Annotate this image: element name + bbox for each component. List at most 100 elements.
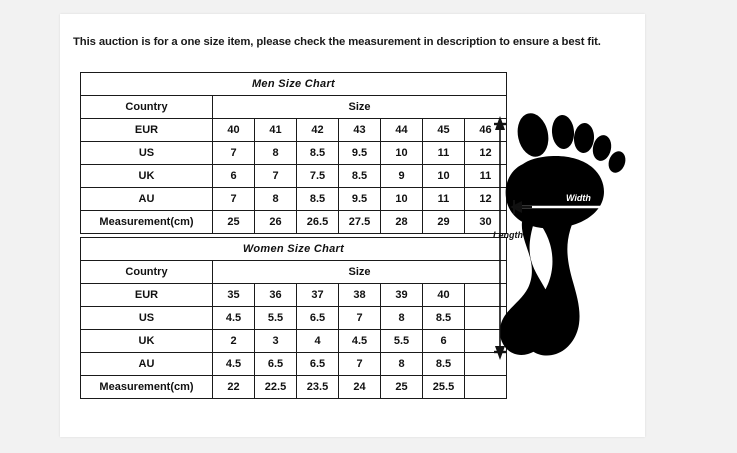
- table-cell: 6: [212, 164, 255, 188]
- table-row: AU 7 8 8.5 9.5 10 11 12: [80, 187, 507, 211]
- table-cell: 26: [254, 210, 297, 234]
- content-card: This auction is for a one size item, ple…: [60, 14, 645, 437]
- header-note: This auction is for a one size item, ple…: [73, 36, 601, 48]
- men-size-header: Size: [212, 95, 507, 119]
- row-label: Measurement(cm): [80, 375, 213, 399]
- table-cell: 42: [296, 118, 339, 142]
- table-cell: 35: [212, 283, 255, 307]
- width-arrow-icon: [510, 200, 618, 214]
- table-cell: 10: [422, 164, 465, 188]
- table-cell: 3: [254, 329, 297, 353]
- table-cell: 7: [212, 187, 255, 211]
- table-cell: 41: [254, 118, 297, 142]
- table-cell: 22: [212, 375, 255, 399]
- table-cell: 26.5: [296, 210, 339, 234]
- table-row: UK 2 3 4 4.5 5.5 6: [80, 329, 507, 353]
- table-cell: 4.5: [212, 352, 255, 376]
- table-cell: 22.5: [254, 375, 297, 399]
- table-cell: 9.5: [338, 141, 381, 165]
- women-chart-title: Women Size Chart: [80, 237, 507, 261]
- table-cell: 24: [338, 375, 381, 399]
- table-cell: 7: [338, 352, 381, 376]
- table-cell: 4: [296, 329, 339, 353]
- table-cell: 7: [338, 306, 381, 330]
- row-label: Measurement(cm): [80, 210, 213, 234]
- table-cell: 5.5: [380, 329, 423, 353]
- table-cell: 23.5: [296, 375, 339, 399]
- women-country-header: Country: [80, 260, 213, 284]
- foot-measurement-diagram: Length Width: [490, 102, 640, 374]
- length-label: Length: [493, 230, 523, 240]
- table-cell: 7: [254, 164, 297, 188]
- table-cell: 6.5: [296, 352, 339, 376]
- foot-silhouette-icon: [499, 113, 626, 356]
- table-cell: 6.5: [254, 352, 297, 376]
- table-cell: 37: [296, 283, 339, 307]
- table-cell: 8: [380, 306, 423, 330]
- men-country-header: Country: [80, 95, 213, 119]
- width-label: Width: [566, 193, 591, 203]
- table-cell: 8: [254, 187, 297, 211]
- men-chart-title: Men Size Chart: [80, 72, 507, 96]
- table-cell-empty: [464, 375, 507, 399]
- table-cell: 7.5: [296, 164, 339, 188]
- table-cell: 6.5: [296, 306, 339, 330]
- table-cell: 36: [254, 283, 297, 307]
- men-size-chart-table: Men Size Chart Country Size EUR 40 41 42…: [80, 72, 507, 234]
- table-cell: 11: [422, 141, 465, 165]
- table-cell: 44: [380, 118, 423, 142]
- table-row: US 4.5 5.5 6.5 7 8 8.5: [80, 306, 507, 330]
- table-cell: 10: [380, 141, 423, 165]
- table-cell: 2: [212, 329, 255, 353]
- table-row: AU 4.5 6.5 6.5 7 8 8.5: [80, 352, 507, 376]
- table-cell: 8.5: [422, 352, 465, 376]
- table-cell: 8.5: [296, 187, 339, 211]
- row-label: UK: [80, 329, 213, 353]
- table-row: UK 6 7 7.5 8.5 9 10 11: [80, 164, 507, 188]
- row-label: AU: [80, 187, 213, 211]
- table-row: Measurement(cm) 25 26 26.5 27.5 28 29 30: [80, 210, 507, 234]
- women-title-row: Women Size Chart: [80, 237, 507, 261]
- table-cell: 10: [380, 187, 423, 211]
- women-header-row: Country Size: [80, 260, 507, 284]
- table-row: Measurement(cm) 22 22.5 23.5 24 25 25.5: [80, 375, 507, 399]
- table-cell: 8.5: [422, 306, 465, 330]
- table-row: EUR 40 41 42 43 44 45 46: [80, 118, 507, 142]
- women-size-chart-table: Women Size Chart Country Size EUR 35 36 …: [80, 237, 507, 399]
- table-cell: 40: [422, 283, 465, 307]
- table-cell: 38: [338, 283, 381, 307]
- men-title-row: Men Size Chart: [80, 72, 507, 96]
- table-cell: 7: [212, 141, 255, 165]
- table-row: EUR 35 36 37 38 39 40: [80, 283, 507, 307]
- row-label: US: [80, 141, 213, 165]
- table-cell: 11: [422, 187, 465, 211]
- table-cell: 45: [422, 118, 465, 142]
- table-cell: 27.5: [338, 210, 381, 234]
- table-cell: 5.5: [254, 306, 297, 330]
- row-label: EUR: [80, 118, 213, 142]
- table-cell: 8: [380, 352, 423, 376]
- women-table-body: Women Size Chart Country Size EUR 35 36 …: [80, 237, 507, 399]
- table-cell: 25: [212, 210, 255, 234]
- table-cell: 6: [422, 329, 465, 353]
- table-cell: 25: [380, 375, 423, 399]
- table-cell: 8.5: [338, 164, 381, 188]
- women-size-header: Size: [212, 260, 507, 284]
- table-cell: 25.5: [422, 375, 465, 399]
- table-cell: 28: [380, 210, 423, 234]
- table-cell: 8: [254, 141, 297, 165]
- table-cell: 4.5: [338, 329, 381, 353]
- table-cell: 43: [338, 118, 381, 142]
- table-cell: 8.5: [296, 141, 339, 165]
- table-cell: 39: [380, 283, 423, 307]
- row-label: AU: [80, 352, 213, 376]
- row-label: US: [80, 306, 213, 330]
- men-table-body: Men Size Chart Country Size EUR 40 41 42…: [80, 72, 507, 234]
- table-cell: 9: [380, 164, 423, 188]
- length-arrow-icon: [494, 116, 506, 360]
- row-label: UK: [80, 164, 213, 188]
- row-label: EUR: [80, 283, 213, 307]
- men-header-row: Country Size: [80, 95, 507, 119]
- table-row: US 7 8 8.5 9.5 10 11 12: [80, 141, 507, 165]
- table-cell: 4.5: [212, 306, 255, 330]
